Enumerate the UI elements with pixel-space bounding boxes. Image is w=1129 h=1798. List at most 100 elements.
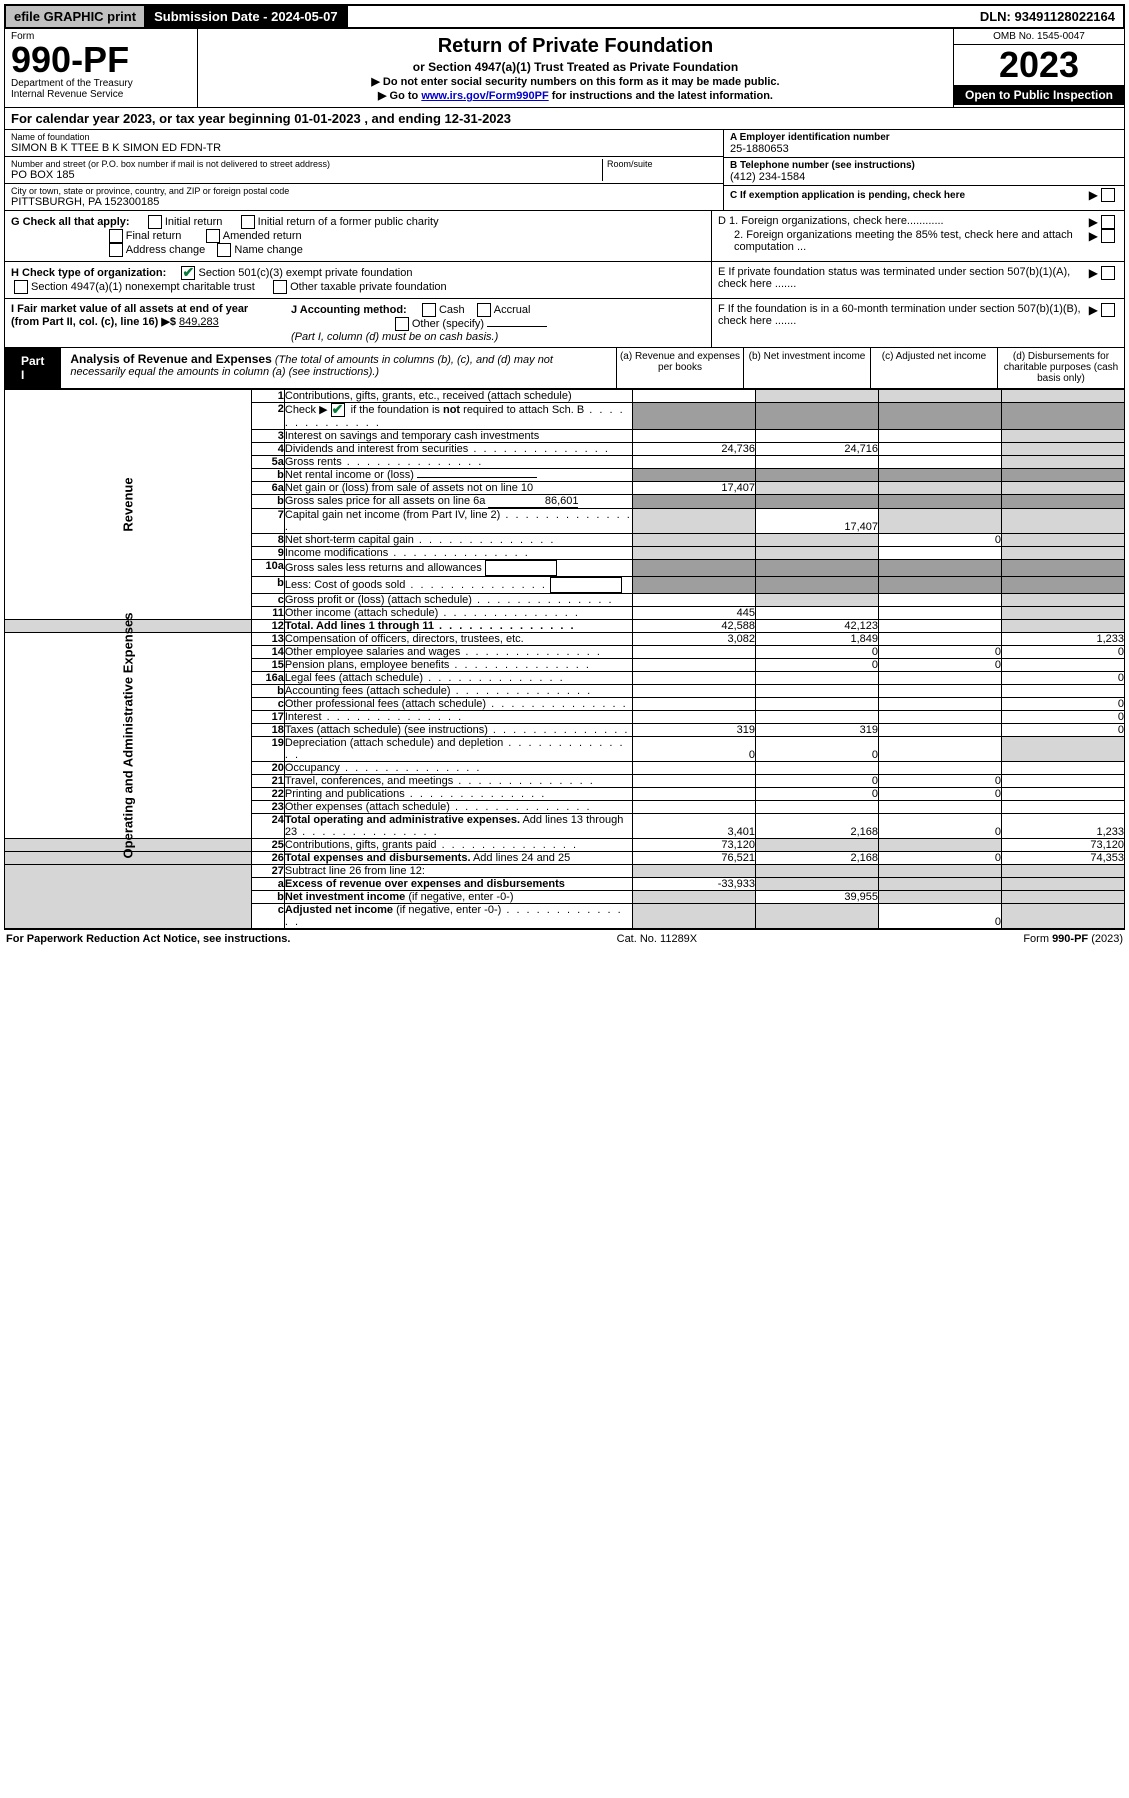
tel-label: B Telephone number (see instructions) — [730, 160, 1118, 171]
city-cell: City or town, state or province, country… — [5, 184, 723, 210]
d2-label: 2. Foreign organizations meeting the 85%… — [734, 229, 1089, 253]
part1-title: Analysis of Revenue and Expenses — [70, 352, 271, 366]
goto-post: for instructions and the latest informat… — [549, 90, 773, 102]
j-other: Other (specify) — [412, 318, 484, 330]
row-12: 12Total. Add lines 1 through 11 42,58842… — [5, 620, 1125, 633]
form-title: Return of Private Foundation — [206, 35, 945, 58]
c-label: C If exemption application is pending, c… — [730, 190, 1089, 201]
part1-header: Part I Analysis of Revenue and Expenses … — [4, 348, 1125, 389]
tax-year: 2023 — [954, 45, 1124, 85]
g-address: Address change — [126, 244, 206, 256]
g-final: Final return — [126, 230, 182, 242]
f-section: F If the foundation is in a 60-month ter… — [711, 299, 1124, 347]
form-number: 990-PF — [11, 42, 191, 78]
col-c-header: (c) Adjusted net income — [870, 348, 997, 388]
identity-block: Name of foundation SIMON B K TTEE B K SI… — [4, 130, 1125, 211]
j-note: (Part I, column (d) must be on cash basi… — [291, 331, 498, 343]
g-initial-checkbox[interactable] — [148, 215, 162, 229]
d2-checkbox[interactable] — [1101, 229, 1115, 243]
e-section: E If private foundation status was termi… — [711, 262, 1124, 298]
ein: 25-1880653 — [730, 143, 1118, 155]
schb-checkbox[interactable] — [331, 403, 345, 417]
city-state-zip: PITTSBURGH, PA 152300185 — [11, 196, 717, 208]
open-public-badge: Open to Public Inspection — [954, 85, 1124, 105]
c-cell: C If exemption application is pending, c… — [724, 186, 1124, 204]
arrow-icon: ▶ — [1089, 215, 1098, 229]
h-section: H Check type of organization: Section 50… — [5, 262, 711, 298]
revenue-side-label: Revenue — [5, 390, 252, 620]
g-final-checkbox[interactable] — [109, 229, 123, 243]
d1-checkbox[interactable] — [1101, 215, 1115, 229]
calendar-year-row: For calendar year 2023, or tax year begi… — [4, 108, 1125, 130]
arrow-icon: ▶ — [1089, 303, 1098, 317]
i-value: 849,283 — [179, 316, 219, 328]
foundation-name: SIMON B K TTEE B K SIMON ED FDN-TR — [11, 142, 717, 154]
irs-link[interactable]: www.irs.gov/Form990PF — [421, 90, 548, 102]
j-accrual: Accrual — [494, 304, 531, 316]
g-initial-former: Initial return of a former public charit… — [258, 216, 439, 228]
e-checkbox[interactable] — [1101, 266, 1115, 280]
address: PO BOX 185 — [11, 169, 602, 181]
g-name-checkbox[interactable] — [217, 243, 231, 257]
name-label: Name of foundation — [11, 132, 717, 142]
address-cell: Number and street (or P.O. box number if… — [5, 157, 723, 184]
top-bar: efile GRAPHIC print Submission Date - 20… — [4, 4, 1125, 29]
h-other: Other taxable private foundation — [290, 281, 447, 293]
c-checkbox[interactable] — [1101, 188, 1115, 202]
expenses-side-label: Operating and Administrative Expenses — [5, 633, 252, 839]
col-a-header: (a) Revenue and expenses per books — [616, 348, 743, 388]
f-label: F If the foundation is in a 60-month ter… — [718, 303, 1089, 327]
g-name: Name change — [234, 244, 303, 256]
header-right: OMB No. 1545-0047 2023 Open to Public In… — [953, 29, 1124, 107]
h-501c3: Section 501(c)(3) exempt private foundat… — [198, 267, 412, 279]
h-e-row: H Check type of organization: Section 50… — [4, 262, 1125, 299]
arrow-icon: ▶ — [1089, 266, 1098, 280]
row-26: 26Total expenses and disbursements. Add … — [5, 852, 1125, 865]
ein-cell: A Employer identification number 25-1880… — [724, 130, 1124, 158]
footer-cat: Cat. No. 11289X — [617, 933, 698, 945]
row-25: 25Contributions, gifts, grants paid 73,1… — [5, 839, 1125, 852]
j-section: J Accounting method: Cash Accrual Other … — [271, 303, 705, 343]
f-checkbox[interactable] — [1101, 303, 1115, 317]
row-1: Revenue 1 Contributions, gifts, grants, … — [5, 390, 1125, 403]
dept-treasury: Department of the Treasury — [11, 78, 191, 89]
ssn-note: ▶ Do not enter social security numbers o… — [206, 75, 945, 88]
submission-date: Submission Date - 2024-05-07 — [146, 6, 348, 27]
h-4947-checkbox[interactable] — [14, 280, 28, 294]
ein-label: A Employer identification number — [730, 132, 1118, 143]
col-d-header: (d) Disbursements for charitable purpose… — [997, 348, 1124, 388]
dln: DLN: 93491128022164 — [972, 6, 1123, 27]
footer-right: Form 990-PF (2023) — [1023, 933, 1123, 945]
g-initial-former-checkbox[interactable] — [241, 215, 255, 229]
h-501c3-checkbox[interactable] — [181, 266, 195, 280]
addr-label: Number and street (or P.O. box number if… — [11, 159, 602, 169]
h-other-checkbox[interactable] — [273, 280, 287, 294]
j-cash: Cash — [439, 304, 465, 316]
g-address-checkbox[interactable] — [109, 243, 123, 257]
form-subtitle: or Section 4947(a)(1) Trust Treated as P… — [206, 60, 945, 74]
j-cash-checkbox[interactable] — [422, 303, 436, 317]
h-4947: Section 4947(a)(1) nonexempt charitable … — [31, 281, 255, 293]
form-header: Form 990-PF Department of the Treasury I… — [4, 29, 1125, 108]
j-other-input[interactable] — [487, 326, 547, 327]
header-left: Form 990-PF Department of the Treasury I… — [5, 29, 198, 107]
tel-cell: B Telephone number (see instructions) (4… — [724, 158, 1124, 186]
ij-f-row: I Fair market value of all assets at end… — [4, 299, 1125, 348]
d1-label: D 1. Foreign organizations, check here..… — [718, 215, 1089, 227]
j-other-checkbox[interactable] — [395, 317, 409, 331]
i-section: I Fair market value of all assets at end… — [11, 303, 271, 343]
g-amended-checkbox[interactable] — [206, 229, 220, 243]
city-label: City or town, state or province, country… — [11, 186, 717, 196]
g-section: G Check all that apply: Initial return I… — [5, 211, 711, 261]
g-d-row: G Check all that apply: Initial return I… — [4, 211, 1125, 262]
row-27: 27Subtract line 26 from line 12: — [5, 865, 1125, 878]
arrow-icon: ▶ — [1089, 188, 1098, 202]
efile-label: efile GRAPHIC print — [6, 6, 146, 27]
room-label: Room/suite — [607, 159, 717, 169]
header-center: Return of Private Foundation or Section … — [198, 29, 953, 107]
arrow-icon: ▶ — [1089, 229, 1098, 243]
row-13: Operating and Administrative Expenses 13… — [5, 633, 1125, 646]
goto-note: ▶ Go to www.irs.gov/Form990PF for instru… — [206, 89, 945, 102]
j-accrual-checkbox[interactable] — [477, 303, 491, 317]
part1-table: Revenue 1 Contributions, gifts, grants, … — [4, 389, 1125, 929]
